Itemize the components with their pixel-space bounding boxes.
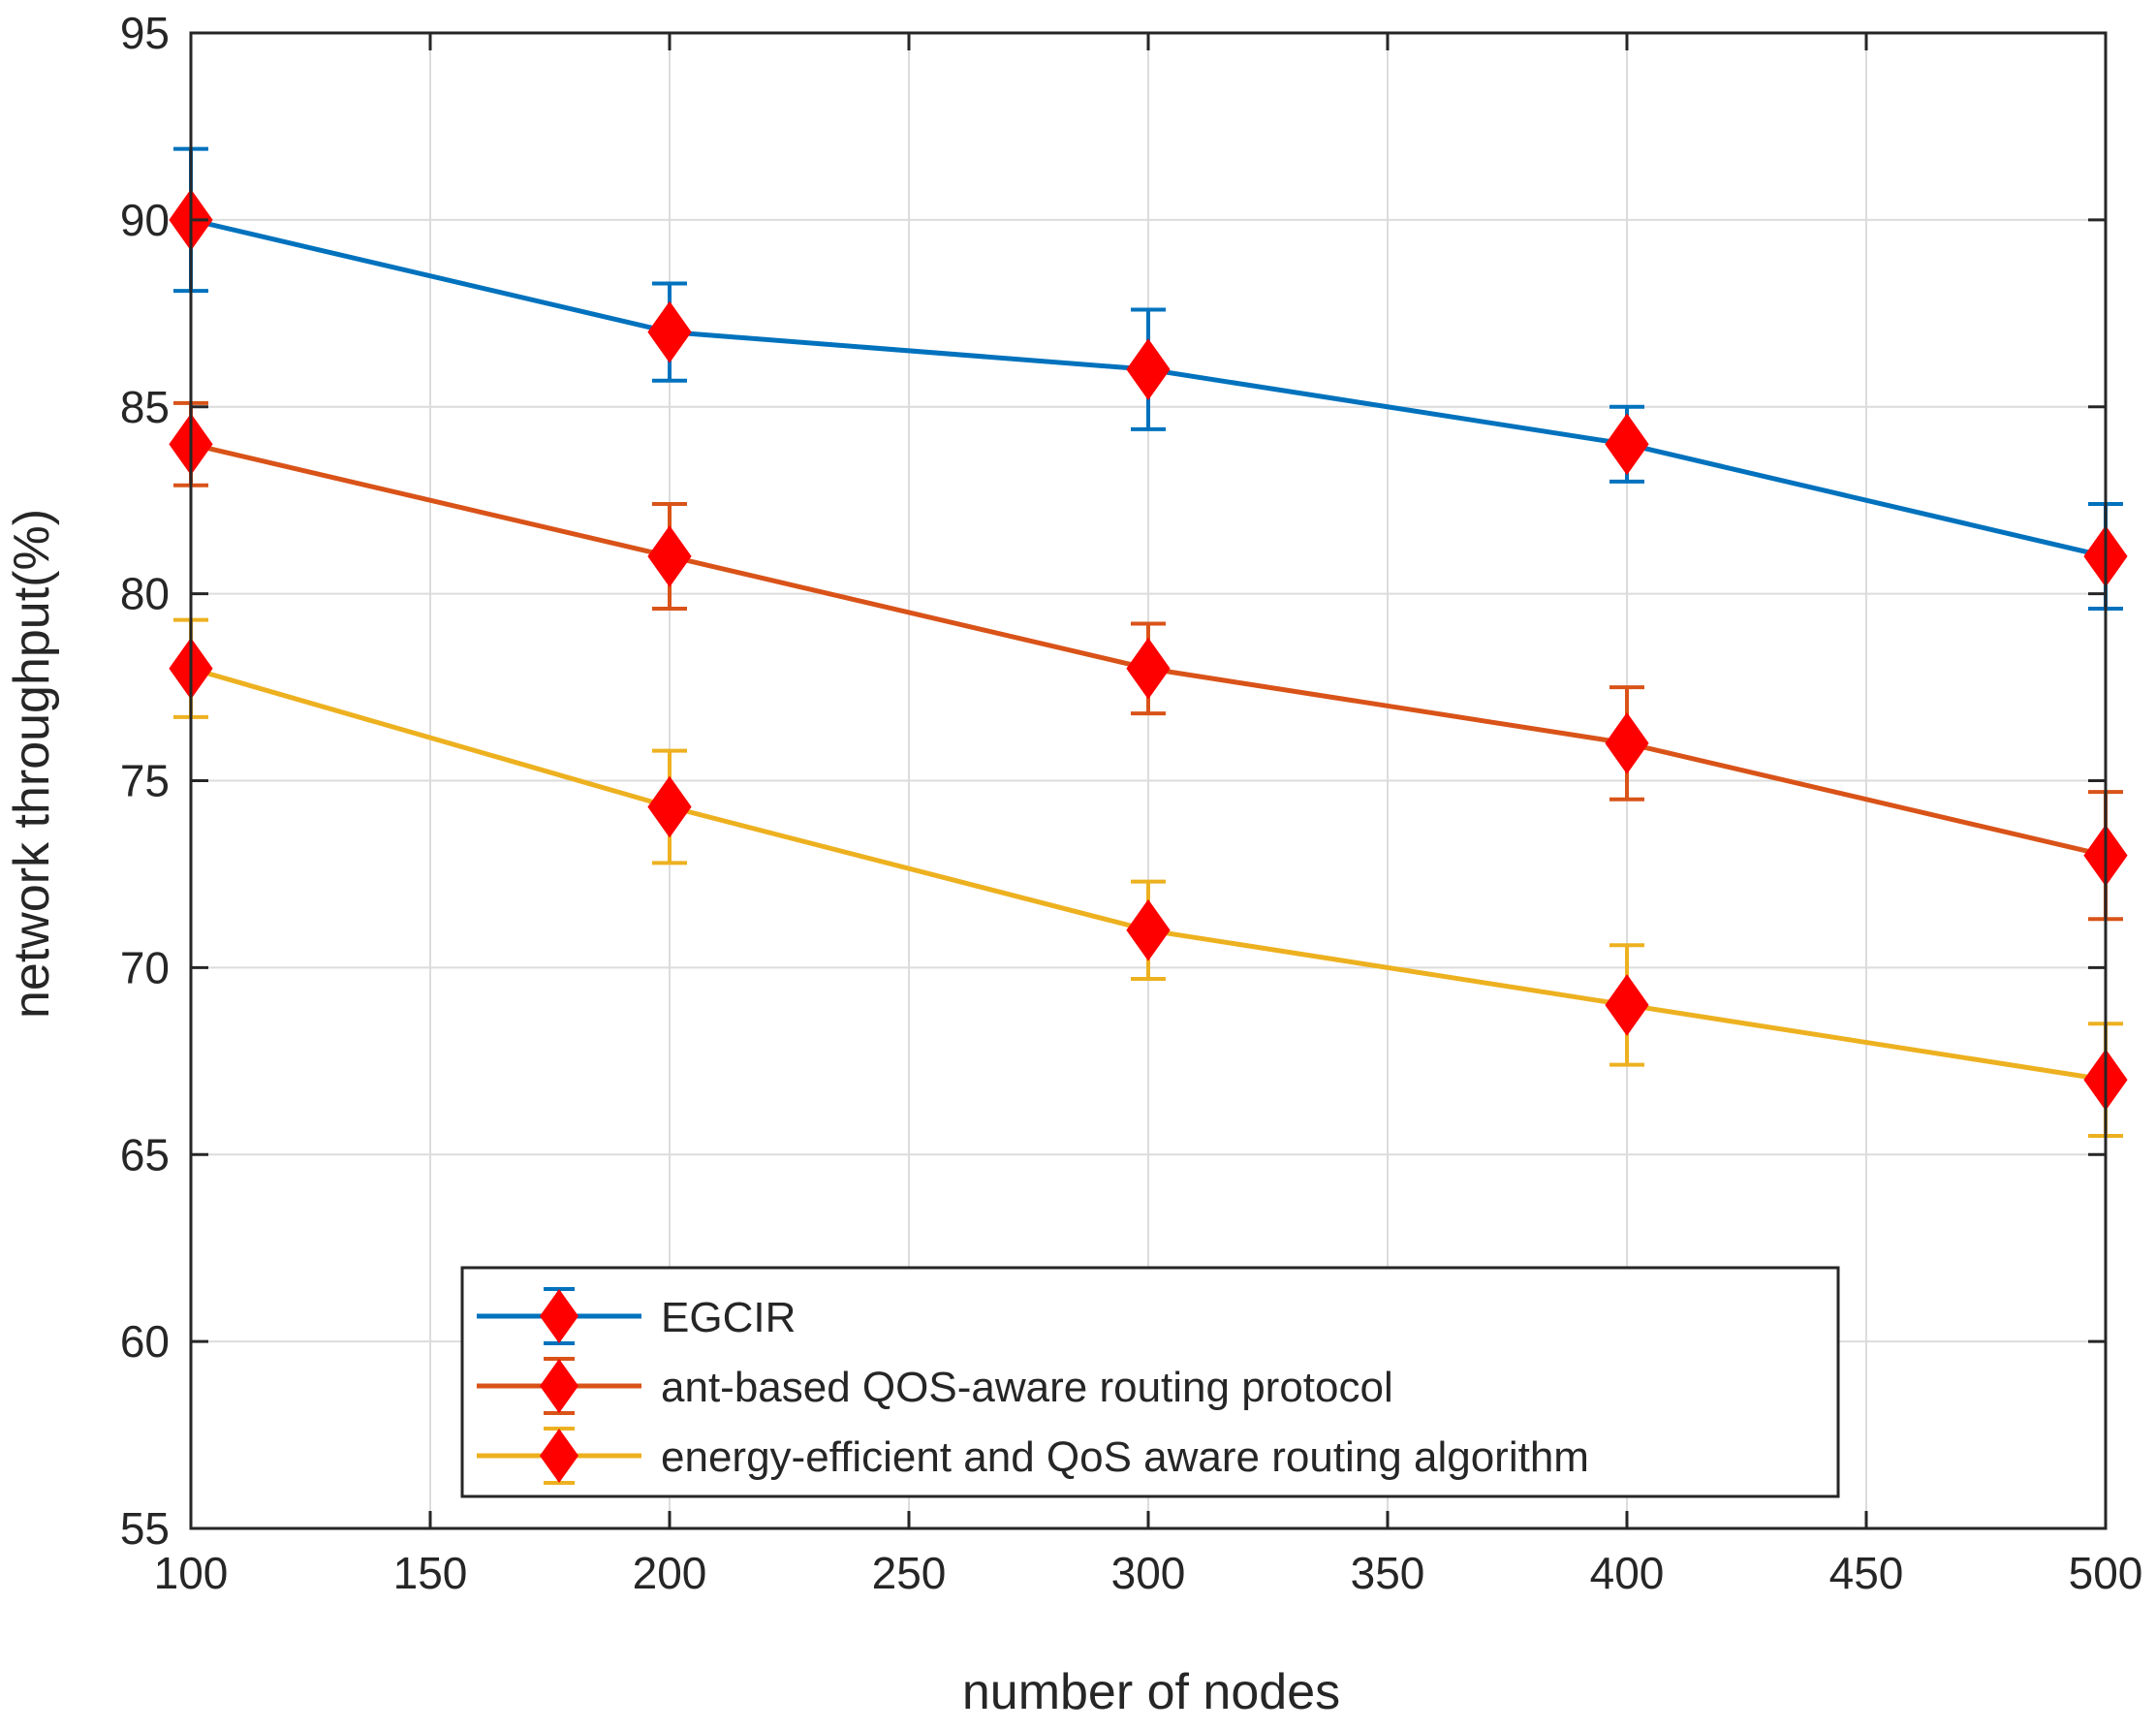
y-tick-label: 60	[120, 1316, 170, 1367]
y-tick-label: 95	[120, 8, 170, 58]
data-point-marker	[647, 525, 692, 587]
legend: EGCIR ant-based QOS-aware routing protoco…	[460, 1266, 1840, 1498]
y-tick-label: 75	[120, 756, 170, 806]
data-point-marker	[1605, 413, 1649, 476]
y-axis-title: network throughput(%)	[4, 509, 60, 1019]
legend-label: EGCIR	[661, 1294, 796, 1341]
legend-marker	[540, 1429, 578, 1483]
data-point-marker	[1126, 898, 1171, 961]
x-tick-label: 450	[1829, 1548, 1904, 1598]
y-tick-label: 70	[120, 942, 170, 992]
data-point-marker	[647, 775, 692, 838]
data-point-marker	[647, 300, 692, 363]
x-tick-label: 300	[1111, 1548, 1186, 1598]
data-point-marker	[1126, 338, 1171, 401]
y-tick-label: 80	[120, 569, 170, 619]
y-tick-label: 55	[120, 1503, 170, 1554]
x-tick-label: 350	[1351, 1548, 1425, 1598]
data-point-marker	[1605, 712, 1649, 774]
x-tick-label: 400	[1590, 1548, 1665, 1598]
data-point-marker	[1126, 637, 1171, 700]
axes-layer: 100 150 200 250 300 350 400 450 500 55 60 65 70 75 80 8…	[120, 8, 2143, 1598]
x-tick-label: 250	[872, 1548, 947, 1598]
legend-box	[460, 1266, 1840, 1498]
legend-label: energy-efficient and QoS aware routing a…	[661, 1433, 1589, 1481]
y-tick-label: 65	[120, 1129, 170, 1180]
x-tick-label: 500	[2069, 1548, 2143, 1598]
series-3	[169, 617, 2128, 1138]
x-tick-label: 200	[633, 1548, 707, 1598]
y-tick-label: 90	[120, 195, 170, 245]
x-tick-label: 150	[393, 1548, 468, 1598]
y-tick-label: 85	[120, 382, 170, 432]
data-point-marker	[1605, 974, 1649, 1036]
legend-marker	[540, 1289, 578, 1343]
legend-label: ant-based QOS-aware routing protocol	[661, 1364, 1393, 1411]
legend-marker	[540, 1359, 578, 1413]
x-axis-title: number of nodes	[962, 1664, 1340, 1720]
x-tick-label: 100	[154, 1548, 229, 1598]
